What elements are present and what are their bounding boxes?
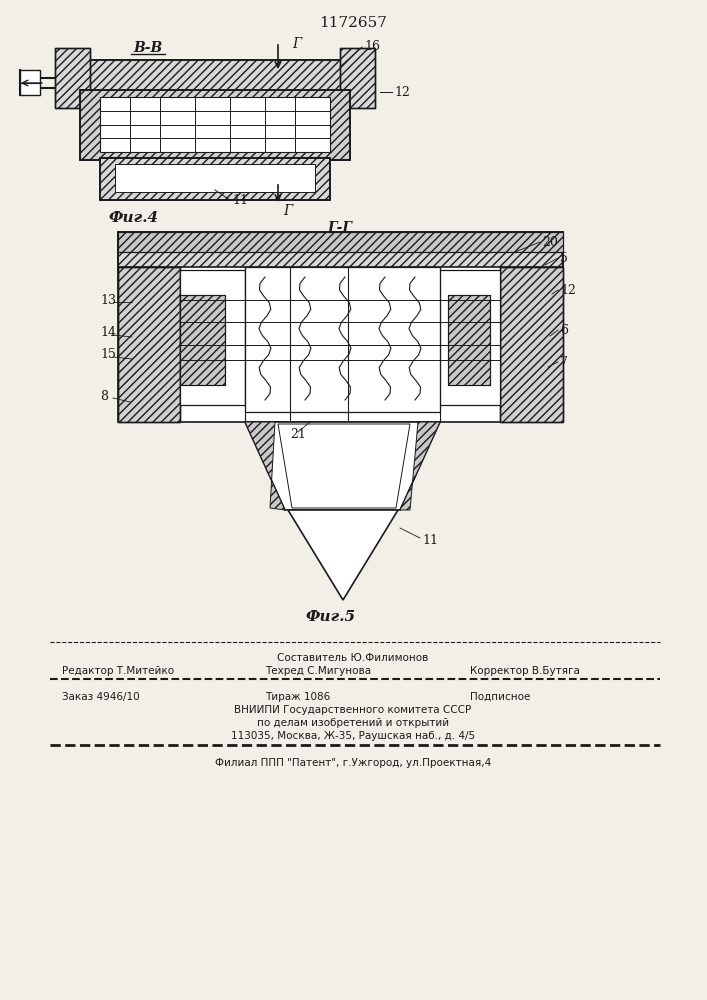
Bar (115, 164, 315, 192)
Bar (100, 97, 330, 152)
Bar (55, 48, 90, 108)
Bar (118, 267, 180, 422)
Text: 21: 21 (290, 428, 306, 442)
Text: Филиал ППП "Патент", г.Ужгород, ул.Проектная,4: Филиал ППП "Патент", г.Ужгород, ул.Проек… (215, 758, 491, 768)
Text: 8: 8 (100, 390, 108, 403)
Bar (500, 267, 563, 422)
Bar (180, 270, 245, 405)
Text: 16: 16 (364, 39, 380, 52)
Bar (20, 70, 40, 95)
Text: 20: 20 (542, 235, 558, 248)
Bar (438, 270, 500, 405)
Bar (55, 48, 90, 108)
Bar (180, 295, 225, 385)
Bar (118, 267, 180, 422)
Bar (118, 232, 563, 252)
Bar (448, 295, 490, 385)
Polygon shape (288, 510, 398, 600)
Text: Заказ 4946/10: Заказ 4946/10 (62, 692, 139, 702)
Bar (180, 295, 225, 385)
Bar (80, 90, 350, 160)
Text: 11: 11 (232, 194, 248, 207)
Bar (118, 232, 563, 252)
Bar (500, 267, 563, 422)
Bar (118, 267, 563, 422)
Text: 5: 5 (560, 251, 568, 264)
Bar (340, 48, 375, 108)
Bar (80, 60, 350, 95)
Text: Тираж 1086: Тираж 1086 (265, 692, 330, 702)
Polygon shape (245, 422, 285, 510)
Polygon shape (245, 422, 440, 510)
Bar (100, 158, 330, 200)
Text: по делам изобретений и открытий: по делам изобретений и открытий (257, 718, 449, 728)
Bar (448, 295, 490, 385)
Bar (80, 60, 350, 95)
Bar (245, 267, 440, 412)
Bar (340, 48, 375, 108)
Text: Г: Г (283, 204, 292, 218)
Text: Фиг.4: Фиг.4 (108, 211, 158, 225)
Text: Техред С.Мигунова: Техред С.Мигунова (265, 666, 371, 676)
Text: В-В: В-В (134, 41, 163, 55)
Text: 7: 7 (560, 356, 568, 368)
Bar (80, 90, 350, 160)
Text: Редактор Т.Митейко: Редактор Т.Митейко (62, 666, 174, 676)
Text: 6: 6 (560, 324, 568, 336)
Polygon shape (400, 422, 440, 510)
Bar (118, 232, 563, 270)
Text: 11: 11 (422, 534, 438, 546)
Text: Корректор В.Бутяга: Корректор В.Бутяга (470, 666, 580, 676)
Text: Составитель Ю.Филимонов: Составитель Ю.Филимонов (277, 653, 428, 663)
Polygon shape (278, 424, 410, 508)
Bar (100, 158, 330, 200)
Text: ВНИИПИ Государственного комитета СССР: ВНИИПИ Государственного комитета СССР (235, 705, 472, 715)
Text: 12: 12 (394, 86, 410, 99)
Text: 1172657: 1172657 (319, 16, 387, 30)
Text: 13: 13 (100, 294, 116, 306)
Text: Подписное: Подписное (470, 692, 530, 702)
Text: 14: 14 (100, 326, 116, 340)
Text: Г-Г: Г-Г (327, 221, 353, 235)
Text: Г: Г (292, 37, 301, 51)
Text: 113035, Москва, Ж-35, Раушская наб., д. 4/5: 113035, Москва, Ж-35, Раушская наб., д. … (231, 731, 475, 741)
Text: 12: 12 (560, 284, 576, 296)
Text: 15: 15 (100, 349, 116, 361)
Text: Фиг.5: Фиг.5 (305, 610, 355, 624)
Bar (118, 232, 563, 270)
